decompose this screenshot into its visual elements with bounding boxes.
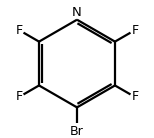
Text: F: F bbox=[131, 24, 138, 37]
Text: Br: Br bbox=[70, 125, 84, 138]
Text: F: F bbox=[16, 24, 23, 37]
Text: F: F bbox=[16, 90, 23, 104]
Text: N: N bbox=[72, 6, 82, 19]
Text: F: F bbox=[131, 90, 138, 104]
